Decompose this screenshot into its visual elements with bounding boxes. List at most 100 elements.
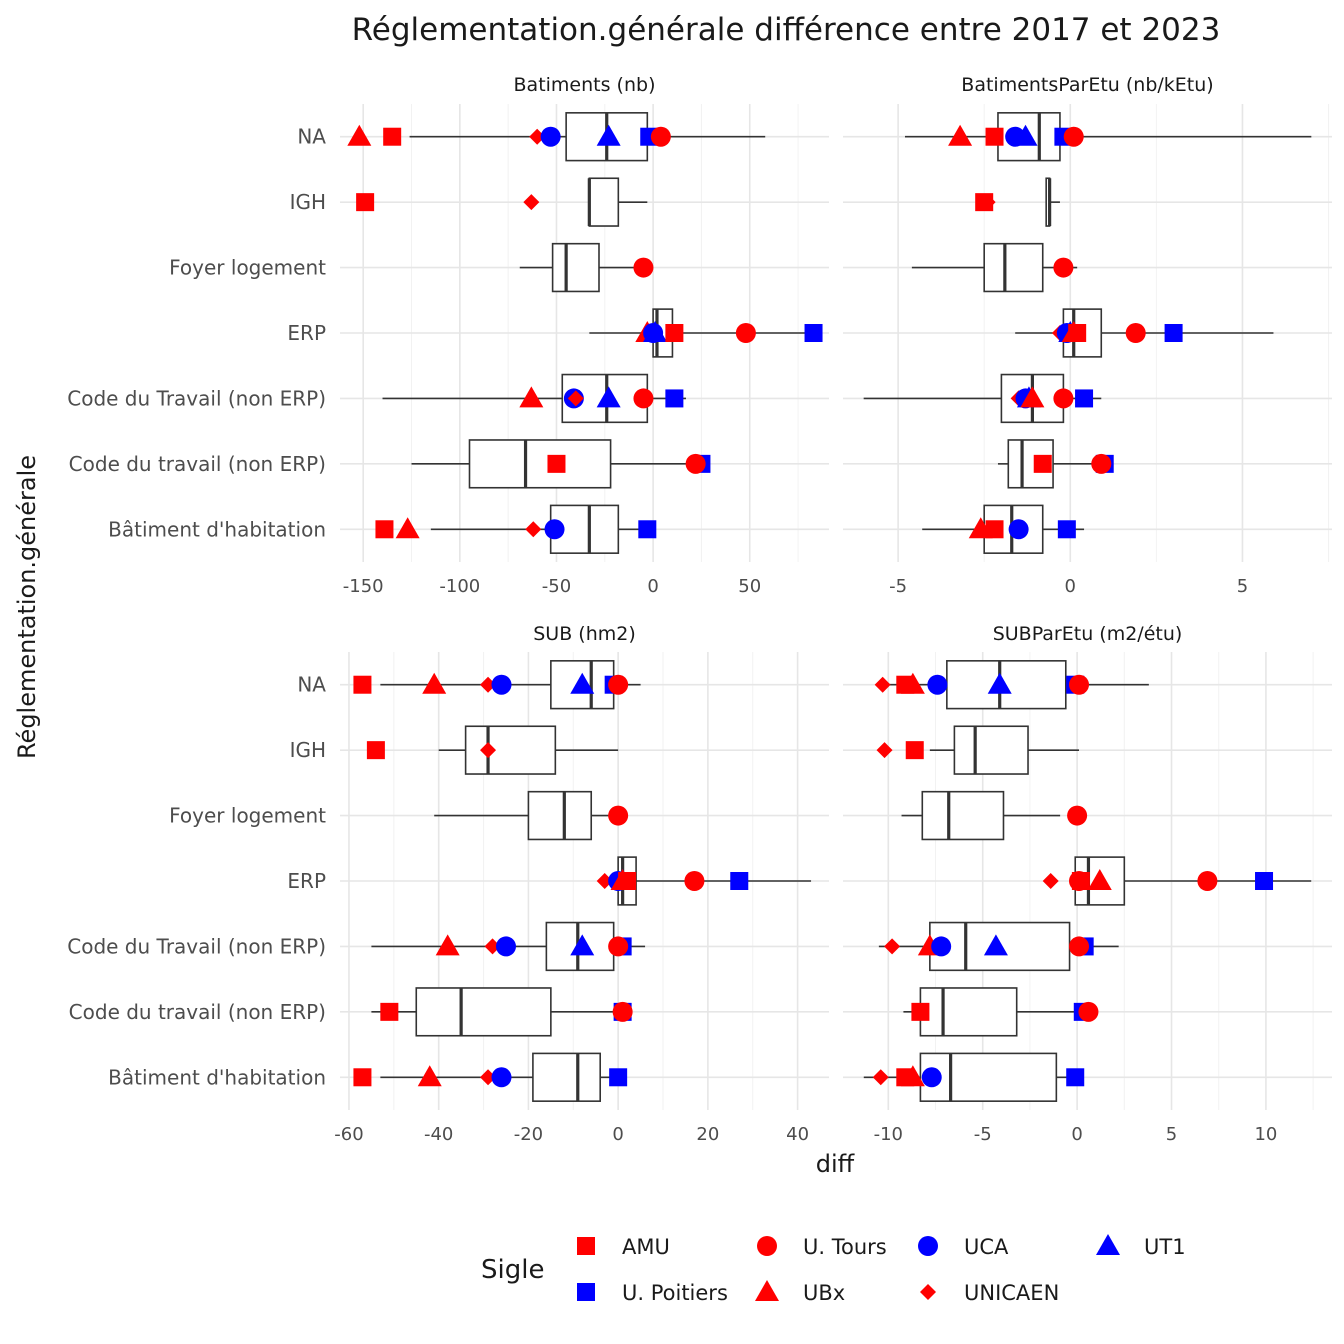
x-tick-label: 50 [738, 576, 761, 597]
point-ubx [948, 124, 973, 146]
point-unicaen [1042, 873, 1059, 889]
point-unicaen [874, 676, 891, 693]
legend-label: AMU [622, 1235, 670, 1259]
box-iqr [468, 439, 612, 489]
box-iqr [983, 242, 1044, 293]
point-uca [927, 674, 948, 695]
box-iqr [919, 1052, 1058, 1102]
x-tick-label: 0 [647, 576, 658, 597]
box-foyer-logement [519, 242, 654, 293]
point-uca [495, 936, 516, 957]
point-ubx [347, 124, 372, 146]
point-u-poitiers [638, 520, 657, 539]
category-label: Code du travail (non ERP) [69, 1000, 326, 1024]
box-iqr [415, 987, 552, 1037]
legend-key-square [577, 1237, 595, 1255]
x-tick-label: 10 [1254, 1124, 1277, 1145]
point-amu [353, 675, 372, 694]
category-label: Foyer logement [169, 804, 326, 828]
x-tick-label: 0 [612, 1124, 623, 1145]
legend-item-u-tours: U. Tours [757, 1235, 887, 1259]
point-u-poitiers [1255, 872, 1274, 890]
point-amu [547, 454, 566, 473]
point-uca [544, 519, 565, 540]
point-u-tours [1069, 674, 1090, 695]
box-erp [1015, 308, 1274, 358]
point-u-tours [633, 388, 654, 409]
legend-key-circle [918, 1236, 938, 1256]
point-unicaen [876, 742, 893, 759]
category-label: ERP [287, 869, 326, 893]
legend-label: U. Tours [803, 1235, 887, 1259]
point-unicaen [525, 521, 542, 538]
point-ut1 [570, 934, 595, 956]
point-u-poitiers [1057, 520, 1076, 539]
point-u-tours [735, 323, 756, 343]
category-label: NA [297, 125, 326, 149]
x-tick-label: 0 [1071, 1124, 1082, 1145]
panel-batiments-nb: Batiments (nb) -150 -100 -50 0 50 NA IGH Foyer l… [67, 74, 829, 597]
point-u-poitiers [665, 389, 684, 408]
legend-key-square [577, 1283, 595, 1301]
x-tick-label: -5 [974, 1124, 992, 1145]
chart-title: Réglementation.générale différence entre… [352, 12, 1221, 48]
point-amu [985, 127, 1004, 146]
box-iqr [953, 725, 1029, 775]
point-amu [1033, 454, 1052, 473]
point-unicaen [567, 390, 584, 407]
box-iqr [527, 790, 593, 841]
point-amu [356, 193, 375, 212]
point-ubx [519, 386, 544, 408]
box-code-du-travail-non-erp [371, 921, 646, 972]
x-tick-label: -50 [542, 576, 571, 597]
point-u-tours [1197, 871, 1218, 891]
panel-subparetu-m2-etu: SUBParEtu (m2/étu) -10 -5 0 5 10 [843, 623, 1332, 1145]
box-iqr [921, 790, 1005, 841]
point-ut1 [987, 672, 1012, 694]
point-amu [383, 127, 402, 146]
legend-item-uca: UCA [918, 1235, 1009, 1259]
legend-item-u-poitiers: U. Poitiers [577, 1281, 728, 1305]
point-u-tours [1091, 453, 1112, 474]
point-u-tours [685, 453, 706, 474]
point-ut1 [1013, 124, 1038, 146]
box-iqr [588, 177, 620, 227]
legend-item-ubx: UBx [755, 1280, 845, 1305]
point-amu [1068, 324, 1087, 342]
point-u-tours [608, 674, 629, 695]
point-u-tours [1063, 126, 1084, 147]
point-ubx [417, 1065, 442, 1087]
category-label: Code du travail (non ERP) [69, 452, 326, 476]
legend-key-diamond [920, 1284, 936, 1300]
category-label: ERP [287, 321, 326, 345]
point-ut1 [983, 934, 1008, 956]
point-unicaen [480, 1069, 497, 1086]
point-u-poitiers [730, 872, 749, 890]
point-u-tours [1053, 388, 1074, 409]
point-u-tours [1067, 805, 1088, 826]
point-ubx [610, 869, 635, 890]
point-ubx [1087, 869, 1112, 890]
legend-item-unicaen: UNICAEN [920, 1281, 1059, 1305]
point-u-tours [1069, 936, 1090, 957]
box-foyer-logement [434, 790, 619, 841]
box-code-du-travail-non-erp [371, 987, 628, 1037]
box-na [409, 112, 766, 162]
legend-item-ut1: UT1 [1096, 1234, 1186, 1259]
point-unicaen [596, 873, 613, 889]
legend-key-triangle [1096, 1234, 1120, 1255]
point-u-poitiers [1066, 1068, 1085, 1087]
category-label: NA [297, 673, 326, 697]
category-label: Bâtiment d'habitation [108, 1065, 326, 1089]
point-u-tours [650, 126, 671, 147]
panel-title: SUB (hm2) [533, 623, 636, 645]
point-unicaen [484, 938, 501, 955]
point-amu [911, 1002, 930, 1021]
point-amu [1071, 872, 1090, 890]
point-u-tours [633, 257, 654, 278]
point-u-tours [1125, 323, 1146, 343]
box-igh [1045, 177, 1060, 227]
box-iqr [464, 725, 557, 775]
x-tick-label: 0 [1065, 576, 1076, 597]
